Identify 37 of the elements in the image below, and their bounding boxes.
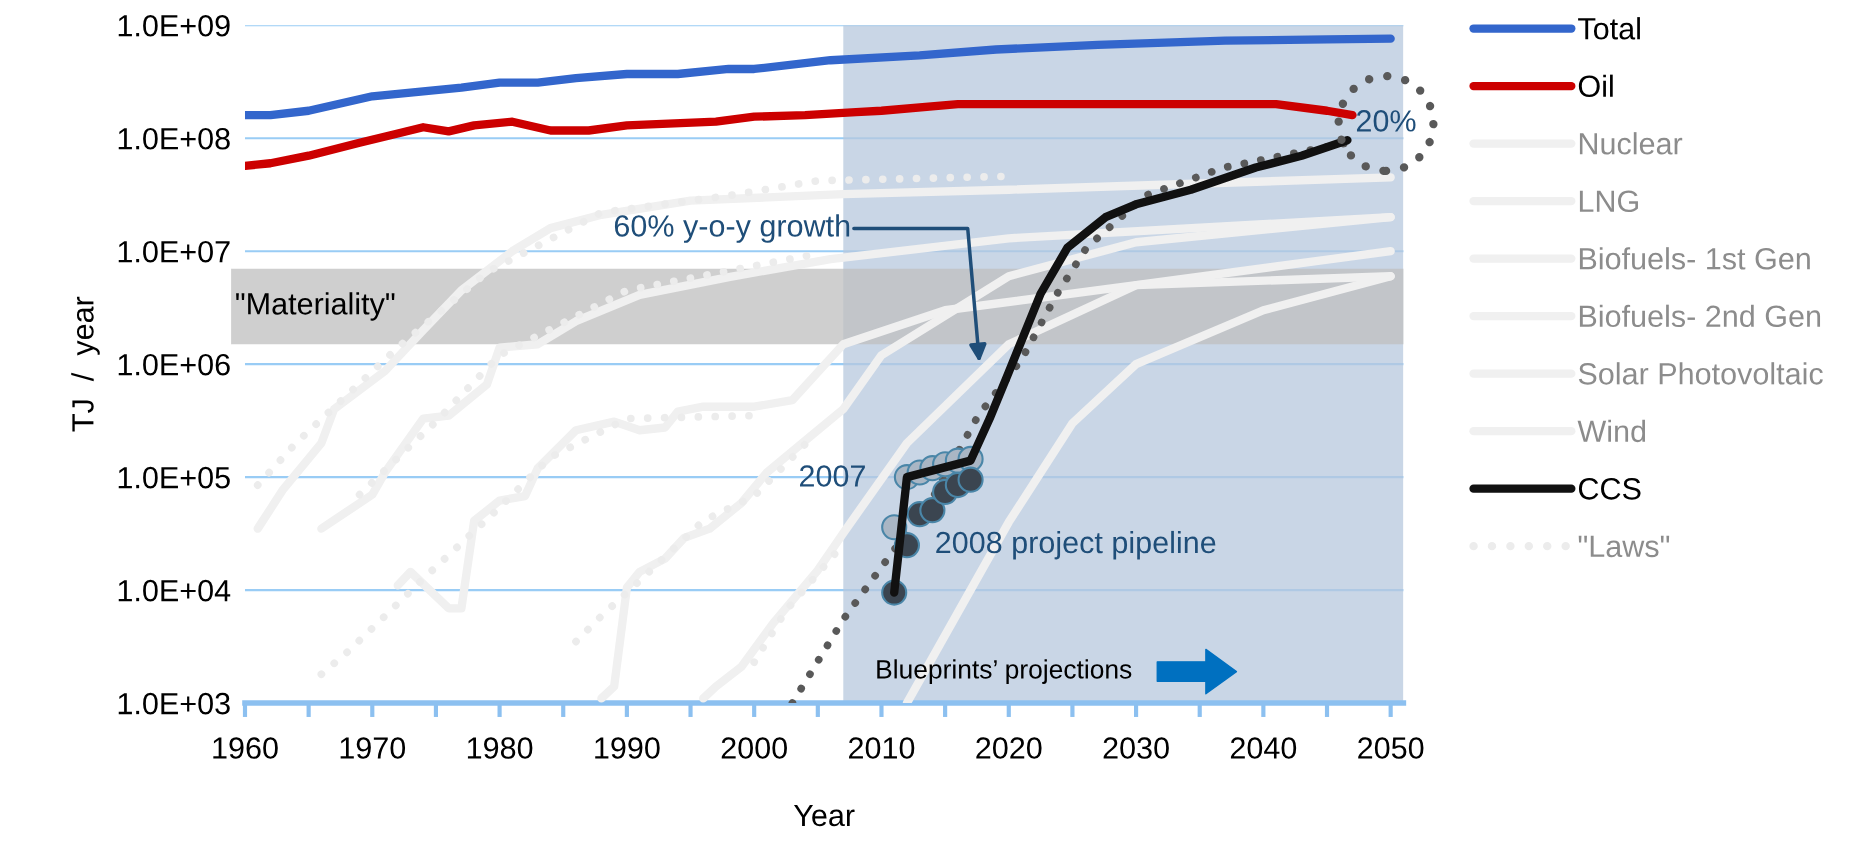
annotation: 20% [1356,110,1416,132]
legend-label: Biofuels- 1st Gen [1579,247,1810,270]
legend-label: Total [1578,17,1640,40]
legend-label: Nuclear [1579,132,1683,155]
y-axis-title: TJ / year [71,296,100,432]
y-tick-label: 1.0E+06 [118,353,230,376]
legend-label: Solar Photovoltaic [1578,362,1823,385]
point [919,497,946,524]
point [957,466,984,493]
y-tick-label: 1.0E+05 [118,466,230,489]
annotation: 2008 project pipeline [936,530,1216,560]
x-tick-label: 2020 [976,737,1042,759]
band-label: "Materiality" [236,292,395,321]
x-axis-title: Year [793,804,855,827]
y-tick-label: 1.0E+07 [118,240,230,263]
legend-label: Wind [1577,419,1646,443]
x-tick-label: 1970 [340,737,406,759]
band-label: Blueprints’ projections [877,659,1132,684]
y-tick-label: 1.0E+09 [118,14,230,37]
y-tick-label: 1.0E+08 [118,127,230,150]
x-tick-label: 1990 [595,737,660,759]
x-tick-label: 2050 [1358,737,1424,759]
annotation: 2007 [800,465,865,487]
x-tick-label: 2010 [849,737,915,759]
legend-label: CCS [1578,478,1641,500]
x-tick-label: 1980 [467,737,533,759]
y-tick-label: 1.0E+04 [118,579,231,602]
annotation: 60% y-o-y growth [614,214,850,243]
legend-label: Biofuels- 2nd Gen [1579,304,1821,328]
legend-label: LNG [1579,190,1638,213]
y-tick-label: 1.0E+03 [118,692,230,715]
x-tick-label: 2000 [721,737,787,759]
x-tick-label: 1960 [213,737,278,759]
x-tick-label: 2040 [1230,737,1297,759]
x-tick-label: 2030 [1103,737,1169,759]
legend-label: "Laws" [1578,535,1670,558]
legend-label: Oil [1578,74,1613,98]
